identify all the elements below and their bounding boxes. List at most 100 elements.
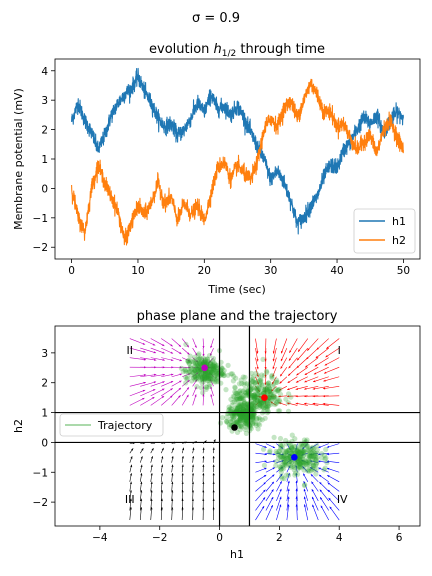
vector-arrowhead	[143, 381, 146, 384]
trajectory-point	[311, 463, 317, 469]
vector-arrowhead	[179, 373, 182, 376]
trajectory-point	[247, 380, 253, 386]
trajectory-point	[300, 443, 306, 449]
trajectory-point	[308, 453, 314, 459]
vector-arrowhead	[181, 456, 184, 459]
trajectory-point	[257, 398, 263, 404]
vector-arrowhead	[181, 473, 184, 476]
trajectory-point	[286, 459, 292, 465]
trajectory-point	[226, 422, 232, 428]
trajectory-point	[285, 451, 291, 457]
trajectory-point	[257, 402, 263, 408]
vector-arrowhead	[272, 351, 275, 354]
trajectory-point	[238, 418, 244, 424]
vector-arrowhead	[263, 489, 266, 492]
vector-arrowhead	[278, 388, 282, 391]
trajectory-point	[310, 446, 316, 452]
trajectory-point	[277, 399, 283, 405]
trajectory-point	[307, 460, 313, 466]
trajectory-point	[258, 400, 264, 406]
vector-arrowhead	[179, 351, 182, 354]
trajectory-point	[239, 414, 245, 420]
trajectory-point	[195, 364, 201, 370]
trajectory-point	[264, 405, 270, 411]
trajectory-point	[230, 378, 236, 384]
trajectory-point	[233, 405, 239, 411]
trajectory-point	[207, 373, 213, 379]
trajectory-point	[266, 397, 272, 403]
trajectory-point	[224, 418, 230, 424]
vector-arrowhead	[192, 473, 194, 476]
trajectory-point	[308, 450, 314, 456]
vector-arrowhead	[322, 402, 326, 405]
trajectory-point	[207, 369, 213, 375]
trajectory-point	[243, 412, 249, 418]
trajectory-point	[183, 369, 189, 375]
phase-plane-ytick-label: 2	[41, 378, 48, 390]
trajectory-point	[264, 381, 270, 387]
trajectory-point	[197, 360, 203, 366]
trajectory-point	[204, 375, 210, 381]
trajectory-point	[206, 378, 212, 384]
trajectory-point	[248, 402, 254, 408]
trajectory-point	[283, 448, 289, 454]
trajectory-point	[208, 369, 214, 375]
trajectory-point	[278, 453, 284, 459]
vector-arrow	[311, 496, 319, 511]
trajectory-point	[244, 404, 250, 410]
trajectory-point	[211, 367, 217, 373]
vector-arrowhead	[263, 475, 267, 478]
trajectory-point	[184, 375, 190, 381]
vector-arrowhead	[288, 358, 291, 361]
vector-arrowhead	[280, 466, 284, 469]
trajectory-point	[240, 407, 247, 413]
trajectory-point	[261, 462, 267, 468]
trajectory-point	[200, 379, 207, 385]
trajectory-point	[249, 406, 255, 412]
trajectory-point	[254, 394, 260, 400]
vector-arrowhead	[273, 460, 276, 463]
trajectory-point	[200, 390, 206, 396]
vector-arrowhead	[154, 358, 157, 361]
phase-plane-xtick-label: 0	[216, 532, 223, 544]
vector-arrowhead	[313, 380, 316, 383]
trajectory-point	[229, 418, 235, 424]
vector-arrow	[161, 395, 173, 406]
vector-arrowhead	[256, 374, 259, 377]
trajectory-point	[309, 450, 315, 456]
trajectory-point	[193, 357, 199, 363]
trajectory-point	[262, 385, 269, 391]
vector-arrowhead	[303, 488, 306, 492]
vector-arrowhead	[179, 380, 182, 383]
trajectory-point	[238, 402, 244, 408]
trajectory-point	[304, 460, 310, 466]
vector-arrowhead	[310, 474, 314, 477]
trajectory-point	[265, 383, 271, 389]
trajectory-point	[207, 361, 213, 367]
trajectory-point	[238, 404, 244, 410]
trajectory-point	[257, 395, 263, 401]
vector-arrowhead	[140, 498, 143, 501]
trajectory-point	[192, 363, 198, 369]
trajectory-point	[211, 360, 217, 366]
trajectory-point	[278, 464, 284, 470]
trajectory-point	[243, 418, 249, 424]
trajectory-point	[282, 452, 288, 458]
vector-arrowhead	[304, 387, 307, 390]
vector-arrowhead	[327, 490, 331, 493]
trajectory-point	[201, 359, 207, 366]
trajectory-point	[232, 385, 238, 391]
trajectory-point	[244, 414, 250, 420]
trajectory-point	[208, 364, 214, 370]
vector-arrowhead	[150, 490, 153, 493]
trajectory-point	[266, 380, 272, 386]
trajectory-point	[296, 459, 302, 465]
vector-arrow	[322, 386, 340, 390]
trajectory-point	[310, 454, 316, 460]
vector-arrowhead	[161, 464, 164, 467]
trajectory-point	[209, 367, 215, 374]
trajectory-point	[275, 455, 282, 461]
timeseries-ticks: 0 10 20 30 40 50 −2 −1 0 1 2 3 4	[33, 66, 411, 277]
trajectory-point	[252, 402, 258, 408]
